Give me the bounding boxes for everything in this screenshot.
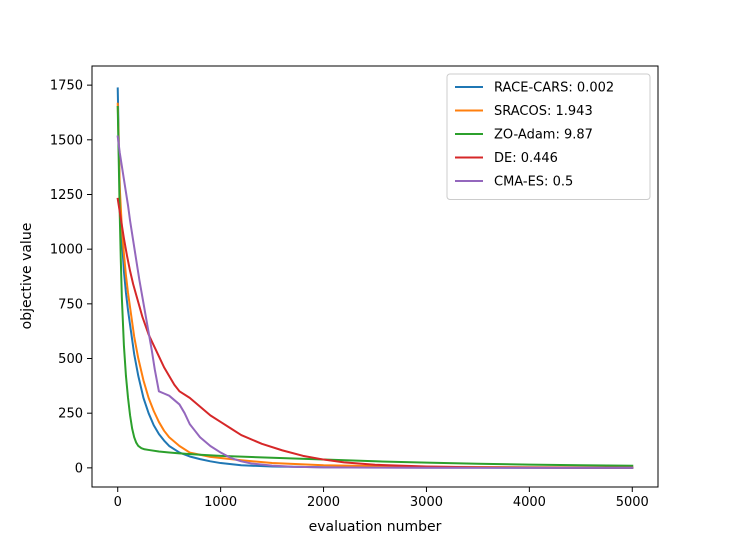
x-tick-label: 1000 — [204, 495, 237, 510]
y-tick-label: 0 — [75, 461, 83, 476]
plot-lines — [116, 87, 634, 469]
legend-entry: DE: 0.446 — [494, 151, 558, 166]
y-tick-label: 500 — [58, 352, 83, 367]
y-tick-label: 1750 — [50, 79, 83, 94]
series-line-4 — [116, 197, 634, 469]
legend-box — [446, 73, 651, 200]
series-line-5 — [116, 135, 634, 469]
y-axis-label: objective value — [19, 223, 35, 330]
x-axis-ticks: 0 1000 2000 3000 4000 5000 — [114, 487, 649, 510]
x-tick-label: 5000 — [616, 495, 649, 510]
y-tick-label: 1000 — [50, 243, 83, 258]
legend-entry: ZO-Adam: 9.87 — [494, 128, 593, 143]
x-tick-label: 2000 — [307, 495, 340, 510]
legend: RACE-CARS: 0.002 SRACOS: 1.943 ZO-Adam: 9.… — [446, 73, 651, 200]
legend-entry: SRACOS: 1.943 — [494, 104, 593, 119]
y-tick-label: 1250 — [50, 188, 83, 203]
y-tick-label: 250 — [58, 407, 83, 422]
x-tick-label: 3000 — [410, 495, 443, 510]
x-axis-label: evaluation number — [309, 519, 442, 535]
series-line-3 — [116, 105, 634, 467]
x-tick-label: 4000 — [513, 495, 546, 510]
y-axis-ticks: 0 250 500 750 1000 1250 1500 1750 — [50, 79, 92, 476]
y-tick-label: 750 — [58, 297, 83, 312]
plot-frame — [91, 65, 659, 488]
legend-entry: CMA-ES: 0.5 — [494, 175, 573, 190]
x-tick-label: 0 — [114, 495, 122, 510]
y-tick-label: 1500 — [50, 133, 83, 148]
legend-entry: RACE-CARS: 0.002 — [494, 81, 614, 96]
